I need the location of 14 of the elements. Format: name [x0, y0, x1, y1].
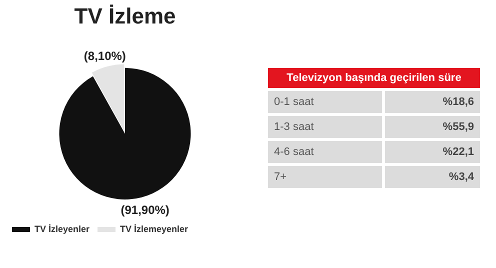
category-label: 0-1 saat	[268, 91, 382, 113]
data-label: (91,90%)	[120, 203, 170, 218]
text: %22,1	[442, 146, 474, 158]
category-label: 4-6 saat	[268, 141, 382, 163]
text: %18,6	[442, 96, 474, 108]
chart-title: TV İzleme	[74, 3, 176, 28]
legend-label: TV İzlemeyenler	[120, 224, 189, 234]
legend-label: TV İzleyenler	[34, 224, 90, 234]
data-label: (8,10%)	[84, 48, 126, 63]
category-label: 7+	[268, 166, 382, 188]
text: %3,4	[448, 171, 474, 183]
category-label: 1-3 saat	[268, 116, 382, 138]
text: %55,9	[442, 121, 474, 133]
text: Televizyon başında geçirilen süre	[268, 68, 480, 88]
